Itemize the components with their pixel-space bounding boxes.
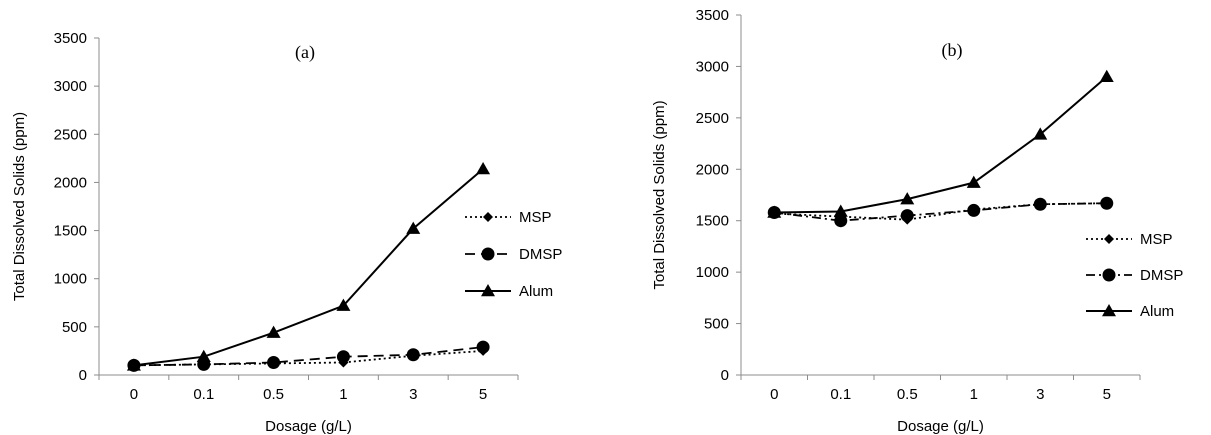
series-dmsp — [767, 196, 1114, 228]
legend-item-msp: MSP — [465, 209, 552, 226]
series-line — [133, 346, 484, 367]
legend-item-dmsp: DMSP — [1086, 267, 1183, 284]
y-tick-label: 2000 — [696, 161, 729, 178]
legend-label: Alum — [1140, 303, 1174, 320]
data-point — [833, 204, 848, 217]
y-tick-label: 0 — [721, 367, 729, 384]
data-point — [1100, 196, 1114, 210]
y-tick-label: 1000 — [54, 271, 87, 288]
y-tick-label: 3500 — [54, 30, 87, 47]
y-tick-label: 3500 — [696, 7, 729, 24]
series-msp — [128, 345, 489, 371]
x-axis-title: Dosage (g/L) — [265, 418, 352, 435]
y-tick-label: 2000 — [54, 174, 87, 191]
x-tick-label: 0 — [770, 386, 778, 403]
x-tick-label: 5 — [479, 386, 487, 403]
legend-item-alum: Alum — [1086, 303, 1174, 320]
x-tick-label: 0 — [130, 386, 138, 403]
data-point — [900, 209, 914, 223]
series-dmsp — [127, 340, 490, 372]
data-point — [967, 203, 981, 217]
data-point — [196, 349, 211, 362]
legend-label: Alum — [519, 283, 553, 300]
x-tick-label: 0.5 — [897, 386, 918, 403]
x-tick-label: 0.1 — [193, 386, 214, 403]
data-point — [336, 298, 351, 311]
x-tick-label: 0.1 — [830, 386, 851, 403]
chart-a-svg: 0 500 1000 1500 2000 2500 3000 3500 0 0.1 0.5 1 3 5 Do… — [11, 30, 562, 435]
y-axis-title: Total Dissolved Solids (ppm) — [651, 100, 668, 289]
data-point — [126, 358, 141, 371]
data-point — [767, 205, 782, 218]
y-tick-label: 3000 — [696, 58, 729, 75]
chart-b-svg: 0 500 1000 1500 2000 2500 3000 3500 0 0.1 0.5 1 3 5 Do… — [651, 7, 1183, 435]
legend-marker — [481, 247, 495, 261]
series-line — [774, 75, 1108, 214]
y-tick-label: 500 — [62, 319, 87, 336]
panel-label: (a) — [295, 42, 315, 63]
series-alum — [767, 69, 1114, 218]
x-tick-label: 5 — [1103, 386, 1111, 403]
series-alum — [126, 161, 491, 371]
legend-item-dmsp: DMSP — [465, 246, 562, 263]
data-point — [476, 161, 491, 175]
x-tick-label: 3 — [409, 386, 417, 403]
legend-label: MSP — [519, 209, 552, 226]
series-line — [133, 350, 484, 367]
y-tick-label: 1500 — [54, 223, 87, 240]
data-point — [1033, 127, 1048, 140]
y-tick-label: 500 — [704, 316, 729, 333]
y-tick-label: 0 — [79, 367, 87, 384]
y-tick-label: 3000 — [54, 78, 87, 95]
legend-marker — [1102, 304, 1116, 317]
series-line — [133, 168, 484, 367]
legend-label: MSP — [1140, 231, 1173, 248]
panel-label: (b) — [942, 40, 963, 61]
data-point — [266, 325, 281, 338]
legend-label: DMSP — [519, 246, 562, 263]
legend-marker — [1104, 234, 1114, 244]
chart-a: 0 500 1000 1500 2000 2500 3000 3500 0 0.1 0.5 1 3 5 Do… — [0, 0, 605, 435]
legend-marker — [1102, 268, 1116, 282]
legend-item-alum: Alum — [465, 283, 553, 300]
legend-label: DMSP — [1140, 267, 1183, 284]
data-point — [267, 355, 281, 369]
chart-b: 0 500 1000 1500 2000 2500 3000 3500 0 0.1 0.5 1 3 5 Do… — [606, 0, 1211, 435]
data-point — [336, 350, 350, 364]
legend-item-msp: MSP — [1086, 231, 1173, 248]
legend-marker — [483, 212, 493, 222]
series-line — [774, 202, 1107, 221]
data-point — [966, 175, 981, 188]
data-point — [900, 192, 915, 205]
y-tick-label: 2500 — [54, 126, 87, 143]
data-point — [406, 348, 420, 362]
x-tick-label: 1 — [970, 386, 978, 403]
data-point — [1033, 197, 1047, 211]
data-point — [476, 340, 490, 354]
y-tick-label: 1000 — [696, 264, 729, 281]
y-axis-title: Total Dissolved Solids (ppm) — [11, 112, 28, 301]
data-point — [834, 214, 848, 228]
data-point — [406, 221, 421, 234]
x-tick-label: 3 — [1036, 386, 1044, 403]
legend-marker — [481, 284, 495, 297]
x-tick-label: 1 — [339, 386, 347, 403]
y-tick-label: 2500 — [696, 110, 729, 127]
data-point — [1099, 69, 1114, 82]
x-tick-label: 0.5 — [263, 386, 284, 403]
y-tick-label: 1500 — [696, 213, 729, 230]
x-axis-title: Dosage (g/L) — [897, 418, 984, 435]
